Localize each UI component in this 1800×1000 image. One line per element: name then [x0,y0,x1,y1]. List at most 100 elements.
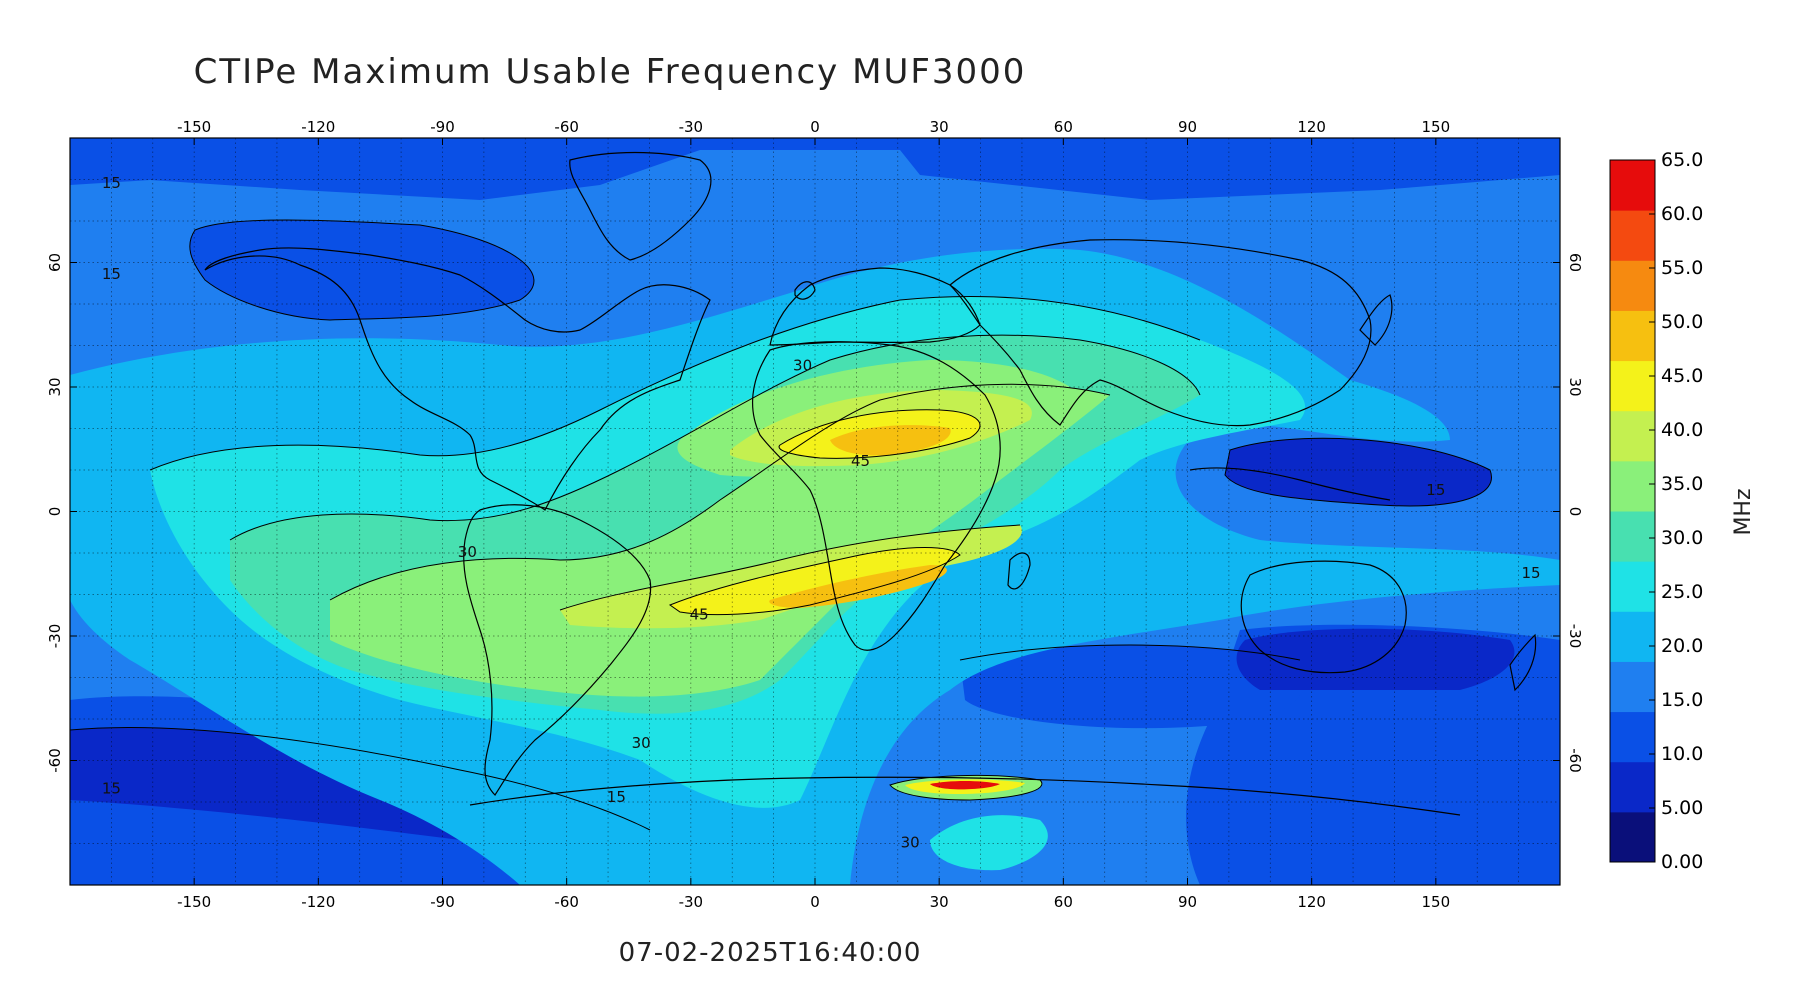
coast-north-america [204,247,711,511]
colorbar-tick-label: 25.0 [1661,581,1703,603]
graticule [70,138,1560,885]
lat-tick-label-right: 30 [1566,377,1584,396]
lon-tick-label-bottom: 150 [1422,893,1451,911]
lat-tick-label-right: 0 [1566,507,1584,517]
coast-antarctica [469,776,1461,816]
contour-value-label: 15 [102,780,121,798]
contour-australia-lowest [1236,628,1515,690]
colorbar-tick-label: 55.0 [1661,257,1703,279]
colorbar-tick-label: 0.00 [1661,851,1703,873]
colorbar-tick-label: 30.0 [1661,527,1703,549]
coast-africa [751,341,1001,651]
lon-tick-label-bottom: -60 [554,893,579,911]
coast-uk [794,281,816,300]
colorbar-unit-label: MHz [1731,488,1756,535]
contour-antarctic-25-30 [930,815,1048,871]
coast-greenland [569,151,712,261]
colorbar-swatch [1610,260,1655,311]
contour-value-label: 15 [102,174,121,192]
colorbar-tick-label: 15.0 [1661,689,1703,711]
colorbar-tick-label: 10.0 [1661,743,1703,765]
colorbar-tick-label: 60.0 [1661,203,1703,225]
lon-tick-label-bottom: -90 [430,893,455,911]
coast-indonesia [1189,467,1391,501]
colorbar-swatch [1610,661,1655,713]
contour-antarctic-anomaly-core [930,781,1000,790]
lon-tick-label-bottom: -150 [177,893,211,911]
contour-value-label: 15 [1521,564,1540,582]
contour-label-group: 15 15 30 45 30 45 15 15 30 15 15 30 [102,174,1541,852]
coast-australia [1240,560,1407,674]
contour-level-45-50-south [670,547,960,615]
colorbar-swatch [1610,460,1655,512]
lat-tick-label-right: 60 [1566,253,1584,272]
lon-tick-label-top: 0 [810,118,820,136]
contour-value-label: 45 [690,605,709,623]
lon-tick-label-bottom: -120 [301,893,335,911]
colorbar-swatch [1610,561,1655,612]
colorbar-swatch [1610,761,1655,813]
lon-tick-label-bottom: -30 [679,893,704,911]
lon-tick-label-top: 120 [1297,118,1326,136]
lat-tick-label-left: 60 [46,253,64,272]
lat-tick-label-left: -60 [46,748,64,773]
contour-value-label: 45 [851,452,870,470]
colorbar-swatch [1610,160,1655,211]
contour-value-label: 15 [1426,481,1445,499]
colorbar-tick-label: 65.0 [1661,149,1703,171]
colorbar-tick-label: 40.0 [1661,419,1703,441]
colorbar-swatch [1610,310,1655,362]
axis-ticks: -150 -150 -120 -120 -90 -90 -60 -60 -30 -30 0 0 30 30… [46,118,1584,911]
lon-tick-label-top: 30 [930,118,949,136]
lon-tick-label-top: -90 [430,118,455,136]
contour-north-america-low [189,220,534,320]
lon-tick-label-bottom: 60 [1054,893,1073,911]
lon-tick-label-bottom: 0 [810,893,820,911]
colorbar-tick-label: 35.0 [1661,473,1703,495]
lon-tick-label-top: -120 [301,118,335,136]
contour-level-50-55-south [769,565,947,608]
lon-tick-label-top: 60 [1054,118,1073,136]
contour-west-pacific-low [1225,438,1492,506]
colorbar-tick-label: 20.0 [1661,635,1703,657]
colorbar-swatch [1610,611,1655,662]
coast-new-zealand [1509,633,1537,692]
coast-japan [1359,294,1393,346]
contour-level-50-55-north [830,425,951,456]
colorbar-swatch [1610,511,1655,562]
lon-tick-label-bottom: 120 [1297,893,1326,911]
contour-value-label: 30 [458,543,477,561]
colorbar-swatch [1610,811,1655,863]
contour-value-label: 30 [901,834,920,852]
contour-lines [70,219,1492,831]
lat-tick-label-right: -60 [1566,748,1584,773]
colorbar-tick-label: 50.0 [1661,311,1703,333]
lat-tick-label-left: -30 [46,624,64,649]
plot-title: CTIPe Maximum Usable Frequency MUF3000 [193,52,1027,92]
contour-level-35-40 [330,384,1110,697]
timestamp-label: 07-02-2025T16:40:00 [618,938,922,968]
lon-tick-label-top: -60 [554,118,579,136]
contour-australia-low [960,645,1307,729]
colorbar-frame [1609,159,1656,863]
lon-tick-label-top: -30 [679,118,704,136]
lon-tick-label-bottom: 90 [1178,893,1197,911]
contour-value-label: 15 [607,788,626,806]
colorbar: 65.0 60.0 55.0 50.0 45.0 40.0 35.0 30.0 25.0 20.0… [1609,149,1756,873]
colorbar-ticks: 65.0 60.0 55.0 50.0 45.0 40.0 35.0 30.0 25.0 20.0… [1649,149,1703,873]
coast-asia [949,239,1372,427]
colorbar-swatch [1610,410,1655,462]
contour-value-label: 30 [793,356,812,374]
coast-europe [769,267,981,346]
contour-value-label: 30 [632,734,651,752]
colorbar-swatch [1610,210,1655,261]
coastlines [204,151,1537,816]
colorbar-swatch [1610,711,1655,763]
lon-tick-label-top: -150 [177,118,211,136]
lat-tick-label-right: -30 [1566,624,1584,649]
colorbar-swatches [1610,160,1655,863]
contour-field [70,138,1560,885]
lat-tick-label-left: 0 [46,507,64,517]
lat-tick-label-left: 30 [46,377,64,396]
